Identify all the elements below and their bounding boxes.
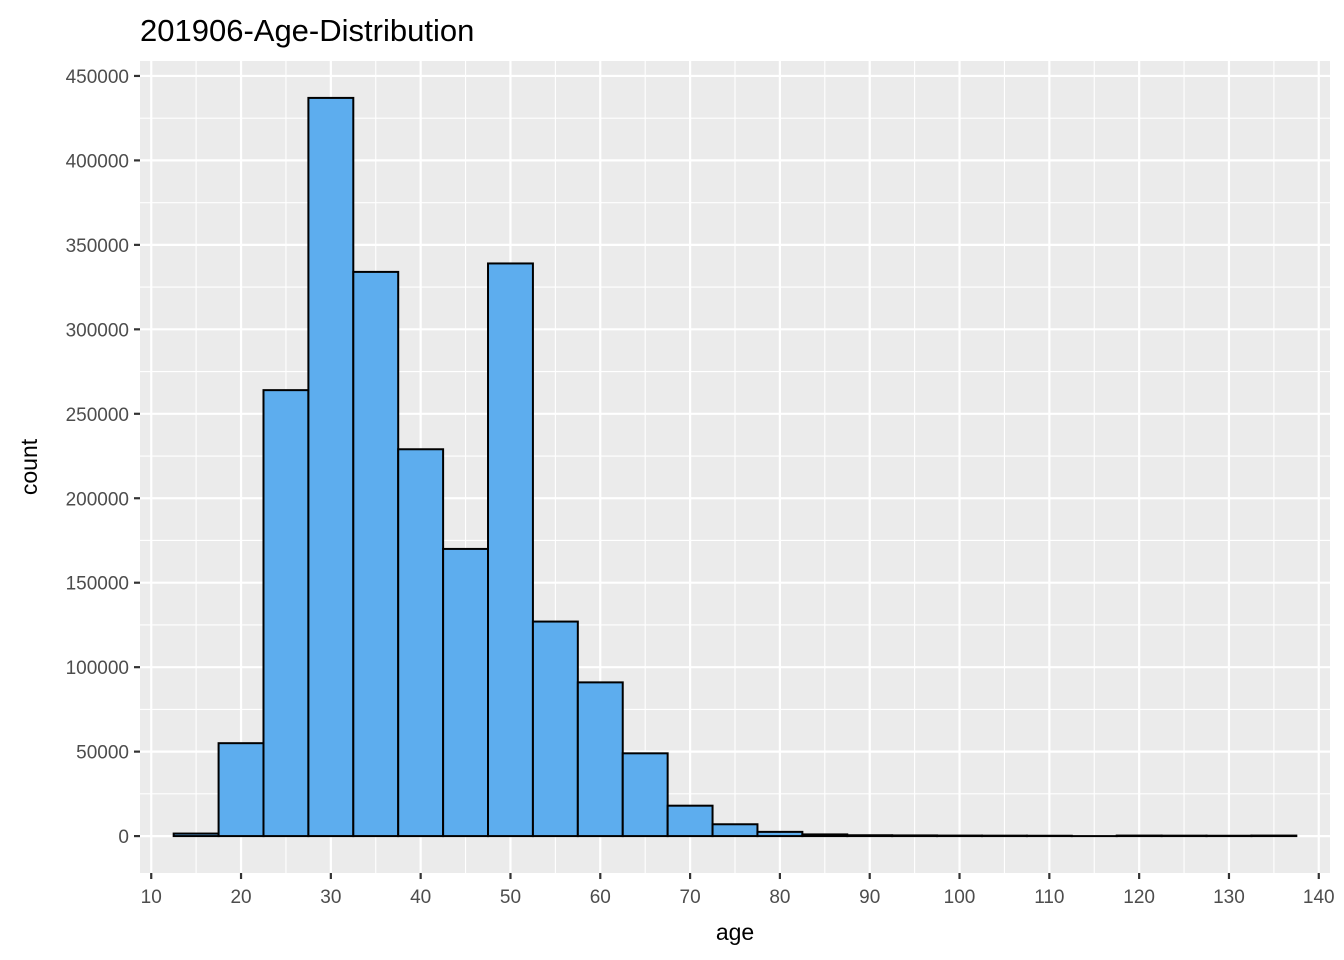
x-tick-label: 50	[500, 887, 521, 908]
y-tick-label: 0	[118, 827, 129, 848]
x-tick-label: 120	[1123, 887, 1155, 908]
y-tick-label: 400000	[66, 151, 129, 172]
histogram-bar	[172, 832, 220, 838]
histogram-bar	[217, 742, 265, 838]
histogram-bar	[262, 389, 310, 838]
x-tick-label: 40	[410, 887, 431, 908]
x-tick-label: 10	[141, 887, 162, 908]
chart-title: 201906-Age-Distribution	[140, 13, 474, 48]
histogram-bar	[801, 833, 849, 838]
histogram-bar	[846, 834, 894, 838]
histogram-bar	[711, 823, 759, 838]
y-tick-label: 100000	[66, 658, 129, 679]
histogram-bar	[352, 270, 400, 838]
histogram-bar	[891, 834, 939, 838]
x-tick-label: 80	[769, 887, 790, 908]
y-axis-ticks: 0 50000 100000 150000 200000 250000 300000 3500…	[66, 67, 140, 848]
x-tick-label: 70	[680, 887, 701, 908]
histogram-bars	[172, 96, 1298, 838]
y-axis-title: count	[16, 438, 42, 495]
y-tick-label: 450000	[66, 67, 129, 88]
y-tick-label: 200000	[66, 489, 129, 510]
histogram-bar	[756, 830, 804, 838]
histogram-bar	[576, 681, 624, 838]
x-axis-title: age	[716, 919, 754, 945]
y-tick-label: 300000	[66, 320, 129, 341]
y-tick-label: 150000	[66, 574, 129, 595]
y-tick-label: 250000	[66, 405, 129, 426]
histogram-bar	[621, 752, 669, 838]
histogram-bar	[307, 96, 355, 838]
histogram-bar	[1115, 834, 1163, 838]
x-tick-label: 60	[590, 887, 611, 908]
histogram-bar	[442, 547, 490, 838]
minor-gridlines	[140, 61, 1330, 873]
x-tick-label: 30	[320, 887, 341, 908]
x-tick-label: 100	[944, 887, 976, 908]
histogram-bar	[1250, 834, 1298, 838]
histogram-bar	[487, 262, 534, 838]
y-tick-label: 50000	[76, 743, 129, 764]
x-tick-label: 110	[1034, 887, 1064, 908]
histogram-bar	[666, 804, 714, 838]
x-axis-ticks: 10 20 30 40 50 60 70 80 90 100 110 120 130 140	[141, 873, 1335, 908]
y-tick-label: 350000	[66, 236, 129, 257]
histogram-bar	[936, 834, 983, 838]
x-tick-label: 20	[230, 887, 251, 908]
x-tick-label: 130	[1213, 887, 1245, 908]
x-tick-label: 140	[1303, 887, 1335, 908]
x-tick-label: 90	[859, 887, 880, 908]
histogram-bar	[531, 620, 579, 838]
histogram-bar	[397, 448, 445, 838]
